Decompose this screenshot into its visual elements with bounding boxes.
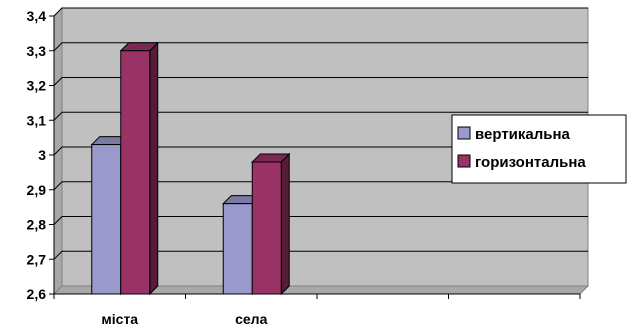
legend-label: горизонтальна — [475, 154, 586, 171]
bar-side — [280, 152, 290, 296]
bar-front — [251, 161, 282, 295]
gridline — [53, 7, 588, 17]
gridline — [53, 111, 588, 121]
gridline — [53, 77, 588, 86]
legend-box — [451, 114, 627, 184]
bar-front — [222, 203, 253, 295]
y-tick-label: 2,6 — [27, 286, 47, 302]
gridline — [53, 146, 588, 156]
gridline — [53, 250, 588, 260]
bar-front — [91, 144, 122, 295]
gridline — [53, 181, 588, 191]
bar-1-0 — [119, 41, 159, 296]
x-category-label: села — [235, 311, 267, 327]
bar-1-1 — [251, 152, 291, 296]
plot-area — [52, 6, 590, 296]
y-tick-label: 3,3 — [27, 43, 47, 59]
y-tick-label: 3,2 — [27, 78, 47, 94]
bar-side — [149, 41, 159, 296]
axis-labels: 2,6 2,7 2,8 2,9 3 3,1 3,2 3,3 3,4 міста села — [27, 8, 268, 327]
gridline — [53, 42, 588, 52]
x-category-label: міста — [101, 311, 138, 327]
legend: вертикальна горизонтальна — [451, 114, 627, 184]
legend-label: вертикальна — [475, 126, 571, 143]
legend-swatch — [457, 126, 471, 140]
y-tick-label: 2,8 — [27, 217, 47, 233]
y-tick-label: 2,7 — [27, 251, 47, 267]
bar-front — [120, 50, 151, 295]
y-tick-label: 3,1 — [27, 112, 47, 128]
y-tick-label: 3,4 — [27, 8, 47, 24]
y-tick-label: 3 — [38, 147, 46, 163]
bars — [90, 41, 291, 296]
legend-swatch — [457, 154, 471, 168]
y-tick-label: 2,9 — [27, 182, 47, 198]
gridline — [53, 216, 588, 225]
